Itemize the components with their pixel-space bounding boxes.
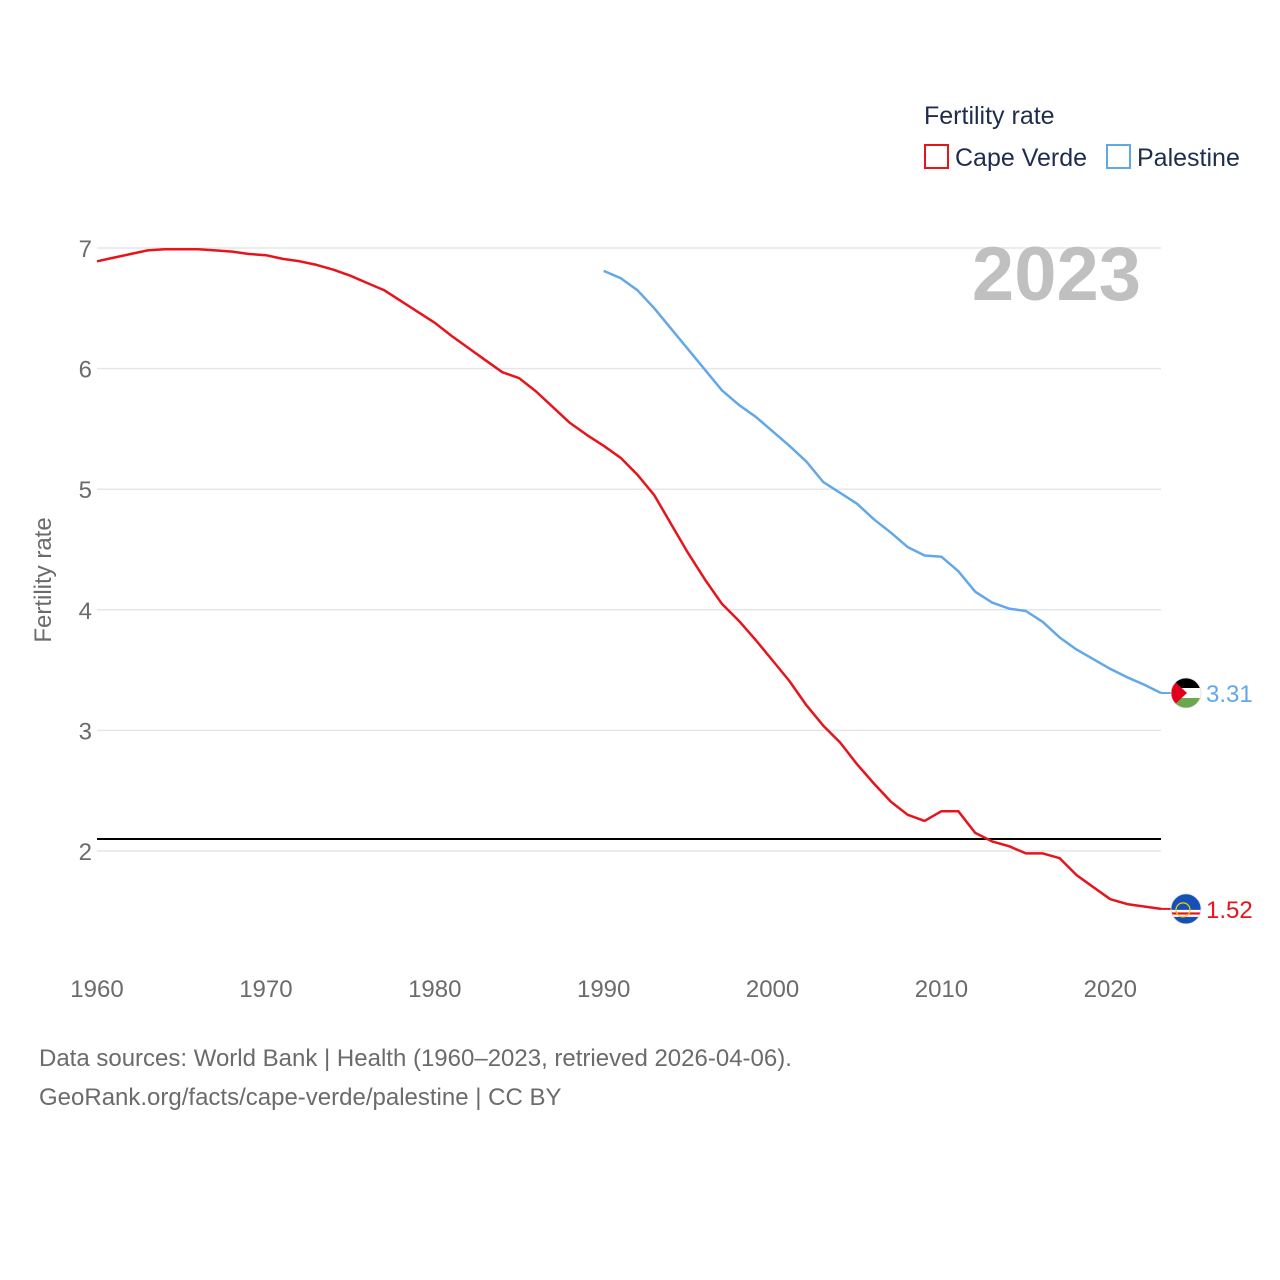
y-tick-label-4: 4	[79, 598, 92, 625]
legend-swatch-cape-verde	[924, 144, 949, 169]
series-line-cape-verde[interactable]	[96, 247, 1162, 911]
legend-item-palestine[interactable]: Palestine	[1106, 144, 1240, 172]
y-axis-ticks: 2 3 4 5 6 7	[79, 236, 92, 866]
x-tick-label-2020: 2020	[1084, 976, 1137, 1003]
legend: Fertility rate Cape Verde Palestine	[924, 102, 1240, 172]
series-lines	[96, 247, 1162, 911]
y-tick-label-2: 2	[79, 839, 92, 866]
y-tick-label-6: 6	[79, 357, 92, 384]
end-value-palestine: 3.31	[1206, 681, 1253, 708]
footer-attribution[interactable]: GeoRank.org/facts/cape-verde/palestine |…	[39, 1084, 562, 1111]
series-line-palestine[interactable]	[603, 269, 1162, 695]
x-tick-label-1990: 1990	[577, 976, 630, 1003]
x-tick-label-2000: 2000	[746, 976, 799, 1003]
end-value-cape-verde: 1.52	[1206, 897, 1253, 924]
grid-lines	[97, 247, 1161, 852]
x-tick-label-1970: 1970	[239, 976, 292, 1003]
y-tick-label-7: 7	[79, 236, 92, 263]
x-tick-label-2010: 2010	[915, 976, 968, 1003]
legend-label-cape-verde: Cape Verde	[955, 144, 1087, 172]
palestine-flag-icon	[1170, 677, 1202, 709]
series-end-markers: 1.52 3.31	[1161, 677, 1253, 925]
legend-swatch-palestine	[1106, 144, 1131, 169]
legend-label-palestine: Palestine	[1137, 144, 1240, 172]
year-label: 2023	[972, 232, 1141, 317]
x-tick-label-1960: 1960	[70, 976, 123, 1003]
legend-title: Fertility rate	[924, 102, 1055, 130]
y-tick-label-5: 5	[79, 477, 92, 504]
cape-verde-flag-icon	[1170, 893, 1202, 925]
legend-item-cape-verde[interactable]: Cape Verde	[924, 144, 1087, 172]
footer-sources: Data sources: World Bank | Health (1960–…	[39, 1045, 792, 1072]
x-axis-ticks: 1960 1970 1980 1990 2000 2010 2020	[70, 976, 1137, 1003]
x-tick-label-1980: 1980	[408, 976, 461, 1003]
y-axis-label: Fertility rate	[30, 517, 57, 642]
y-tick-label-3: 3	[79, 718, 92, 745]
